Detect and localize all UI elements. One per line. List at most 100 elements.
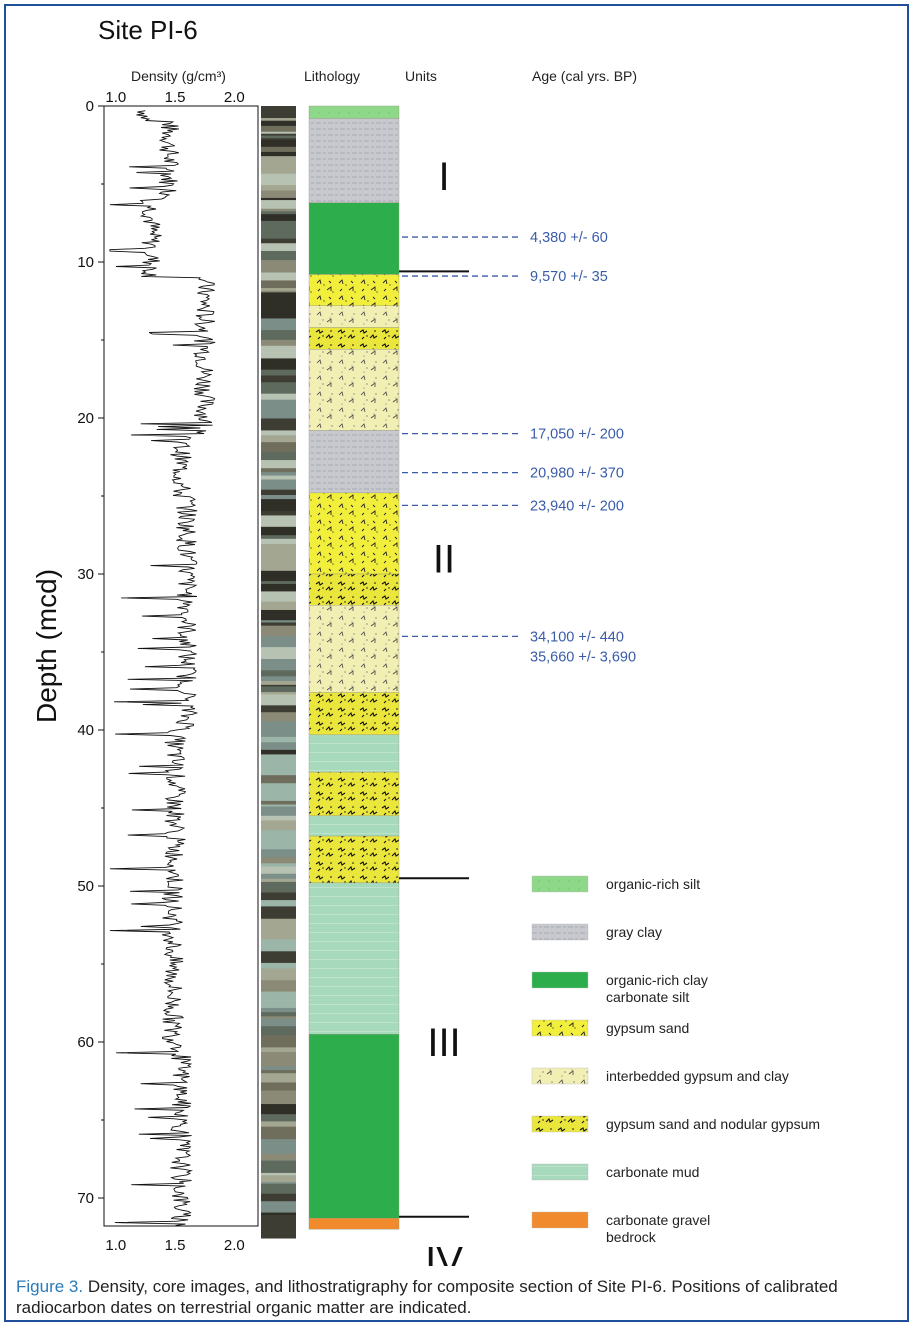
caption-label: Figure 3. [16,1277,84,1296]
core-band [261,775,296,784]
core-band [261,1114,296,1122]
legend-swatch-organic-rich-silt [531,875,589,893]
core-band [261,185,296,191]
core-band [261,1052,296,1065]
legend-label: gypsum sand [606,1020,689,1036]
lithology-layer-organic-rich-silt [308,105,400,119]
core-band [261,680,296,686]
figure-caption: Figure 3. Density, core images, and lith… [16,1276,901,1318]
core-band [261,830,296,842]
lithology-layer-nodular [308,327,400,350]
core-band [261,765,296,776]
density-tick-label-bottom: 2.0 [224,1237,245,1254]
core-band [261,968,296,981]
lithology-layer-organic-rich-clay [308,202,400,275]
core-band [261,1035,296,1048]
unit-label: III [427,1021,460,1065]
core-band [261,1153,296,1162]
density-plot-frame [103,105,259,1227]
core-band [261,991,296,1004]
core-band [261,892,296,901]
core-band [261,900,296,907]
core-band [261,581,296,585]
core-band [261,272,296,281]
depth-axis-label: Depth (mcd) [31,569,62,723]
core-band [261,560,296,572]
core-band [261,939,296,952]
depth-tick-label: 30 [77,566,94,583]
core-band [261,318,296,331]
lithology-layer-carbonate-mud [308,882,400,1035]
unit-boundaries [399,270,469,1218]
core-band [261,795,296,802]
figure-frame: Site PI-6 Density (g/cm³) Lithology Unit… [4,4,909,1322]
core-band [261,375,296,383]
core-band [261,139,296,148]
age-label: 23,940 +/- 200 [530,498,624,514]
lithology-layer-gypsum-sand [308,274,400,306]
core-band [261,636,296,648]
lithology-header: Lithology [304,68,360,84]
core-band [261,354,296,359]
depth-tick-label: 60 [77,1034,94,1051]
age-label: 35,660 +/- 3,690 [530,650,636,666]
core-image-strip [261,106,296,1239]
legend-label: interbedded gypsum and clay [606,1068,789,1084]
core-band [261,1026,296,1036]
core-band [261,800,296,805]
core-band [261,820,296,831]
core-band [261,250,296,261]
legend-swatch-gray-clay [531,923,589,941]
core-band [261,499,296,512]
core-band [261,418,296,431]
unit-label: IV [425,1239,463,1266]
core-band [261,951,296,964]
unit-label: II [433,537,455,581]
core-band [261,292,296,306]
core-band [261,1126,296,1140]
core-band [261,135,296,139]
density-tick-label-top: 1.5 [165,89,186,106]
core-band [261,1215,296,1227]
core-band [261,1066,296,1071]
core-band [261,156,296,169]
core-band [261,712,296,722]
age-label: 4,380 +/- 60 [530,230,608,246]
density-header: Density (g/cm³) [131,68,226,84]
core-band [261,208,296,212]
legend-swatch-nodular [531,1115,589,1133]
core-band [261,783,296,796]
depth-tick-label: 20 [77,410,94,427]
density-axis-ticks: 1.0 1.0 1.5 1.5 2.0 2.0 [105,89,244,1254]
lithology-legend: organic-rich silt gray clay organic-rich c… [531,875,820,1245]
core-band [261,1073,296,1083]
core-band [261,125,296,133]
core-band [261,980,296,992]
core-band [261,1082,296,1091]
core-band [261,1143,296,1155]
core-band [261,200,296,210]
core-band [261,446,296,453]
lithology-layer-nodular [308,573,400,606]
core-band [261,1212,296,1216]
age-label: 20,980 +/- 370 [530,466,624,482]
core-band [261,1003,296,1009]
lithology-layer-gray-clay [308,118,400,203]
age-label: 9,570 +/- 35 [530,269,608,285]
lithology-layer-gray-clay [308,430,400,494]
core-band [261,1225,296,1239]
core-band [261,609,296,621]
core-band [261,1016,296,1020]
core-band [261,670,296,677]
core-band [261,168,296,175]
core-band [261,1182,296,1185]
lithology-layer-gypsum-sand [308,492,400,575]
core-band [261,918,296,931]
core-band [261,684,296,687]
legend-label: organic-rich silt [606,876,700,892]
core-band [261,742,296,751]
core-band [261,118,296,122]
core-band [261,1104,296,1115]
lithology-layer-interbedded [308,605,400,693]
core-band [261,906,296,920]
